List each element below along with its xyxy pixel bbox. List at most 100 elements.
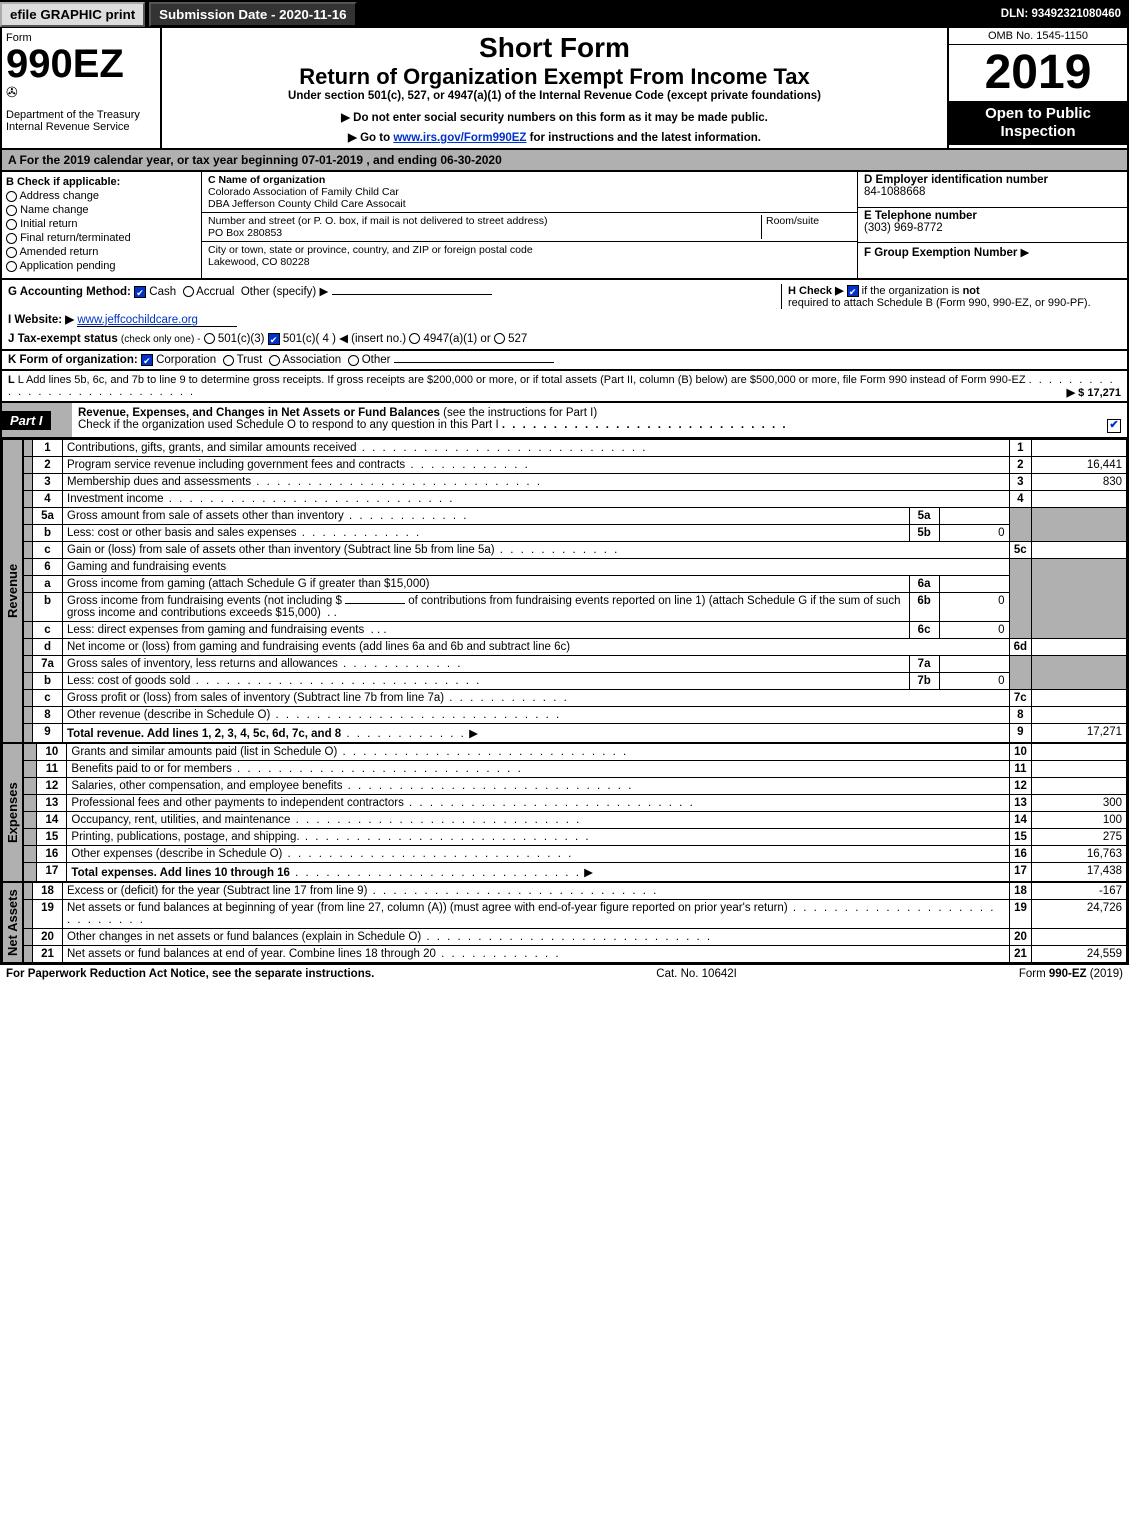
revenue-section: Revenue 1Contributions, gifts, grants, a… — [0, 439, 1129, 743]
line-5c-amt — [1032, 542, 1127, 559]
form-header: Form 990EZ ✇ Department of the Treasury … — [0, 28, 1129, 150]
return-title: Return of Organization Exempt From Incom… — [170, 64, 939, 90]
line-6: 6Gaming and fundraising events — [24, 559, 1127, 576]
no-ssn-warning: Do not enter social security numbers on … — [170, 110, 939, 124]
line-14: 14Occupancy, rent, utilities, and mainte… — [24, 812, 1127, 829]
k-assoc-checkbox[interactable] — [269, 355, 280, 366]
k-assoc-label: Association — [282, 354, 341, 366]
k-trust-checkbox[interactable] — [223, 355, 234, 366]
line-6c-sub: 0 — [939, 622, 1009, 639]
line-5b-sub: 0 — [939, 525, 1009, 542]
line-3-amt: 830 — [1032, 474, 1127, 491]
line-7a: 7aGross sales of inventory, less returns… — [24, 656, 1127, 673]
amended-return-checkbox[interactable] — [6, 247, 17, 258]
line-16: 16Other expenses (describe in Schedule O… — [24, 846, 1127, 863]
j-4947-checkbox[interactable] — [409, 333, 420, 344]
revenue-vlabel: Revenue — [2, 439, 23, 743]
k-other-checkbox[interactable] — [348, 355, 359, 366]
line-6b-sub: 0 — [939, 593, 1009, 622]
j-501c-label: 501(c)( 4 ) ◀ (insert no.) — [283, 333, 406, 345]
line-13-text: Professional fees and other payments to … — [71, 797, 403, 809]
efile-print-button[interactable]: efile GRAPHIC print — [0, 2, 145, 27]
j-527-checkbox[interactable] — [494, 333, 505, 344]
org-name-2: DBA Jefferson County Child Care Assocait — [208, 198, 851, 210]
form-version: Form 990-EZ (2019) — [1019, 968, 1123, 980]
j-501c-checkbox[interactable]: ✔ — [268, 333, 280, 345]
part-i-header: Part I Revenue, Expenses, and Changes in… — [0, 403, 1129, 439]
line-7a-sub — [939, 656, 1009, 673]
k-other-input[interactable] — [394, 362, 554, 363]
line-2: 2Program service revenue including gover… — [24, 457, 1127, 474]
line-3-text: Membership dues and assessments — [67, 476, 251, 488]
line-16-amt: 16,763 — [1032, 846, 1127, 863]
open-public-inspection: Open to Public Inspection — [949, 101, 1127, 145]
k-corp-checkbox[interactable]: ✔ — [141, 354, 153, 366]
line-18: 18Excess or (deficit) for the year (Subt… — [24, 883, 1127, 900]
line-6a-sub — [939, 576, 1009, 593]
line-7b-sub: 0 — [939, 673, 1009, 690]
k-trust-label: Trust — [237, 354, 263, 366]
h-not: not — [963, 285, 980, 297]
line-20-text: Other changes in net assets or fund bala… — [67, 931, 421, 943]
line-3: 3Membership dues and assessments3830 — [24, 474, 1127, 491]
line-17-amt: 17,438 — [1032, 863, 1127, 882]
part-i-hint: (see the instructions for Part I) — [443, 407, 597, 419]
cat-no: Cat. No. 10642I — [656, 968, 737, 980]
line-13-amt: 300 — [1032, 795, 1127, 812]
j-501c3-checkbox[interactable] — [204, 333, 215, 344]
line-6b-text1: Gross income from fundraising events (no… — [67, 595, 342, 607]
section-ghij: H Check ▶ ✔ if the organization is not r… — [0, 280, 1129, 351]
initial-return-checkbox[interactable] — [6, 219, 17, 230]
final-return-checkbox[interactable] — [6, 233, 17, 244]
address-change-label: Address change — [19, 190, 99, 202]
irs-link[interactable]: www.irs.gov/Form990EZ — [393, 132, 526, 144]
irs-label: Internal Revenue Service — [6, 121, 156, 133]
other-method-input[interactable] — [332, 294, 492, 295]
k-label: K Form of organization: — [8, 354, 138, 366]
cash-label: Cash — [149, 286, 176, 298]
line-7a-text: Gross sales of inventory, less returns a… — [67, 658, 338, 670]
line-9-text: Total revenue. Add lines 1, 2, 3, 4, 5c,… — [67, 728, 341, 740]
h-checkbox[interactable]: ✔ — [847, 285, 859, 297]
tax-year: 2019 — [949, 45, 1127, 101]
org-city: Lakewood, CO 80228 — [208, 256, 851, 268]
application-pending-checkbox[interactable] — [6, 261, 17, 272]
line-9: 9Total revenue. Add lines 1, 2, 3, 4, 5c… — [24, 724, 1127, 743]
j-hint: (check only one) - — [121, 334, 200, 345]
box-c-name-label: C Name of organization — [208, 174, 851, 186]
line-1: 1Contributions, gifts, grants, and simil… — [24, 440, 1127, 457]
line-4: 4Investment income4 — [24, 491, 1127, 508]
row-k: K Form of organization: ✔ Corporation Tr… — [0, 351, 1129, 371]
box-f-arrow: ▶ — [1021, 247, 1030, 259]
expenses-section: Expenses 10Grants and similar amounts pa… — [0, 743, 1129, 882]
application-pending-label: Application pending — [19, 260, 115, 272]
box-e-label: E Telephone number — [864, 210, 1121, 222]
part-i-schedule-o-checkbox[interactable]: ✔ — [1107, 419, 1121, 433]
address-change-checkbox[interactable] — [6, 191, 17, 202]
line-7c: cGross profit or (loss) from sales of in… — [24, 690, 1127, 707]
name-change-label: Name change — [20, 204, 89, 216]
line-14-text: Occupancy, rent, utilities, and maintena… — [71, 814, 290, 826]
l-amount: ▶ $ 17,271 — [1067, 386, 1121, 399]
cash-checkbox[interactable]: ✔ — [134, 286, 146, 298]
line-17-text: Total expenses. Add lines 10 through 16 — [71, 867, 290, 879]
line-19-amt: 24,726 — [1032, 900, 1127, 929]
website-link[interactable]: www.jeffcochildcare.org — [77, 314, 237, 327]
line-21: 21Net assets or fund balances at end of … — [24, 946, 1127, 963]
name-change-checkbox[interactable] — [6, 205, 17, 216]
short-form-title: Short Form — [170, 32, 939, 64]
line-1-text: Contributions, gifts, grants, and simila… — [67, 442, 357, 454]
paperwork-notice: For Paperwork Reduction Act Notice, see … — [6, 968, 374, 980]
accrual-checkbox[interactable] — [183, 286, 194, 297]
goto-label: Go to — [360, 132, 390, 144]
line-6b-blank[interactable] — [345, 603, 405, 604]
initial-return-label: Initial return — [20, 218, 77, 230]
line-11: 11Benefits paid to or for members11 — [24, 761, 1127, 778]
submission-date-button[interactable]: Submission Date - 2020-11-16 — [149, 2, 356, 27]
line-2-text: Program service revenue including govern… — [67, 459, 405, 471]
box-c-street-label: Number and street (or P. O. box, if mail… — [208, 215, 547, 227]
part-i-label: Part I — [2, 411, 51, 430]
line-6d-amt — [1032, 639, 1127, 656]
j-4947-label: 4947(a)(1) or — [424, 333, 491, 345]
j-527-label: 527 — [508, 333, 527, 345]
